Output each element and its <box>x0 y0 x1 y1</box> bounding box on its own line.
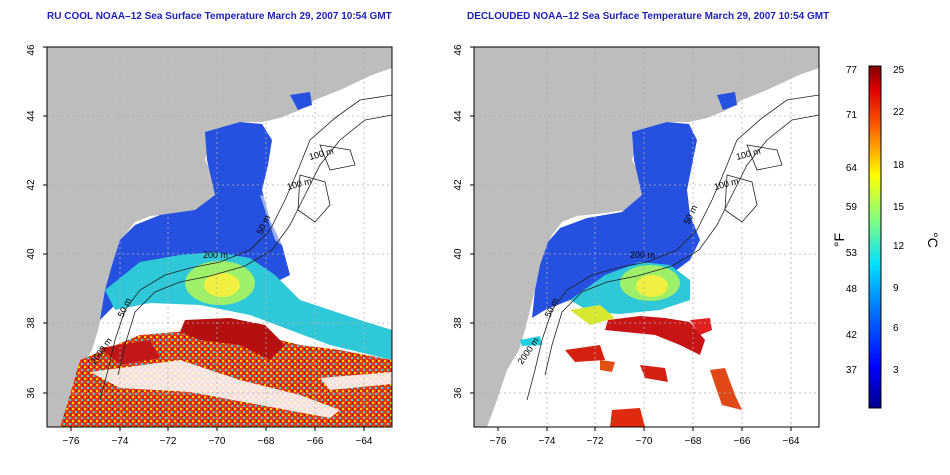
fahrenheit-ticks: 37 42 48 53 59 64 71 77 <box>846 65 858 376</box>
c-tick-label: 25 <box>893 65 905 76</box>
colorbar-gradient <box>868 65 882 409</box>
f-tick-label: 59 <box>846 202 858 213</box>
left-x-axis: −76 −74 −72 −70 −68 −66 −64 <box>63 427 373 447</box>
x-tick-label: −66 <box>307 436 324 447</box>
x-tick-label: −64 <box>356 436 373 447</box>
right-y-axis: 36 38 40 42 44 46 <box>453 44 474 399</box>
c-tick-label: 22 <box>893 107 905 118</box>
c-tick-label: 6 <box>893 323 899 334</box>
celsius-ticks: 3 6 9 12 15 18 22 25 <box>893 65 905 376</box>
y-tick-label: 36 <box>26 387 37 399</box>
f-tick-label: 53 <box>846 248 858 259</box>
y-tick-label: 44 <box>453 110 464 122</box>
colorbar: 37 42 48 53 59 64 71 77 3 6 9 12 15 18 2… <box>831 65 941 409</box>
c-tick-label: 12 <box>893 241 905 252</box>
f-tick-label: 71 <box>846 110 858 121</box>
sst-mid-region <box>105 252 392 360</box>
x-tick-label: −74 <box>539 436 556 447</box>
x-tick-label: −70 <box>636 436 653 447</box>
x-tick-label: −68 <box>685 436 702 447</box>
f-tick-label: 37 <box>846 365 858 376</box>
x-tick-label: −76 <box>63 436 80 447</box>
y-tick-label: 44 <box>26 110 37 122</box>
x-tick-label: −76 <box>490 436 507 447</box>
y-tick-label: 46 <box>26 44 37 56</box>
y-tick-label: 42 <box>453 179 464 191</box>
c-tick-label: 9 <box>893 283 899 294</box>
right-panel-title: DECLOUDED NOAA–12 Sea Surface Temperatur… <box>467 11 830 22</box>
left-y-axis: 36 38 40 42 44 46 <box>26 44 47 399</box>
contour-label: 200 m <box>630 250 655 260</box>
right-map-panel: 100 m 100 m 50 m 200 m 50 m 2000 m <box>473 46 820 428</box>
left-panel-title: RU COOL NOAA–12 Sea Surface Temperature … <box>47 11 392 22</box>
y-tick-label: 38 <box>26 317 37 329</box>
left-map-panel: 100 m 100 m 50 m 200 m 50 m 2000 m <box>46 46 393 428</box>
y-tick-label: 40 <box>26 248 37 260</box>
x-tick-label: −72 <box>160 436 177 447</box>
x-tick-label: −72 <box>587 436 604 447</box>
f-tick-label: 64 <box>846 163 858 174</box>
x-tick-label: −66 <box>734 436 751 447</box>
right-x-axis: −76 −74 −72 −70 −68 −66 −64 <box>490 427 800 447</box>
y-tick-label: 46 <box>453 44 464 56</box>
f-tick-label: 77 <box>846 65 858 76</box>
f-tick-label: 42 <box>846 330 858 341</box>
y-tick-label: 40 <box>453 248 464 260</box>
x-tick-label: −68 <box>258 436 275 447</box>
y-tick-label: 38 <box>453 317 464 329</box>
f-tick-label: 48 <box>846 284 858 295</box>
x-tick-label: −64 <box>783 436 800 447</box>
celsius-unit-label: °C <box>925 232 941 248</box>
c-tick-label: 15 <box>893 202 905 213</box>
fahrenheit-unit-label: °F <box>831 233 847 247</box>
c-tick-label: 18 <box>893 160 905 171</box>
x-tick-label: −74 <box>112 436 129 447</box>
land-mass <box>47 47 392 427</box>
y-tick-label: 36 <box>453 387 464 399</box>
c-tick-label: 3 <box>893 365 899 376</box>
land-mass <box>474 47 819 427</box>
y-tick-label: 42 <box>26 179 37 191</box>
sst-warm-region <box>605 316 705 355</box>
x-tick-label: −70 <box>209 436 226 447</box>
contour-label: 200 m <box>203 250 228 260</box>
